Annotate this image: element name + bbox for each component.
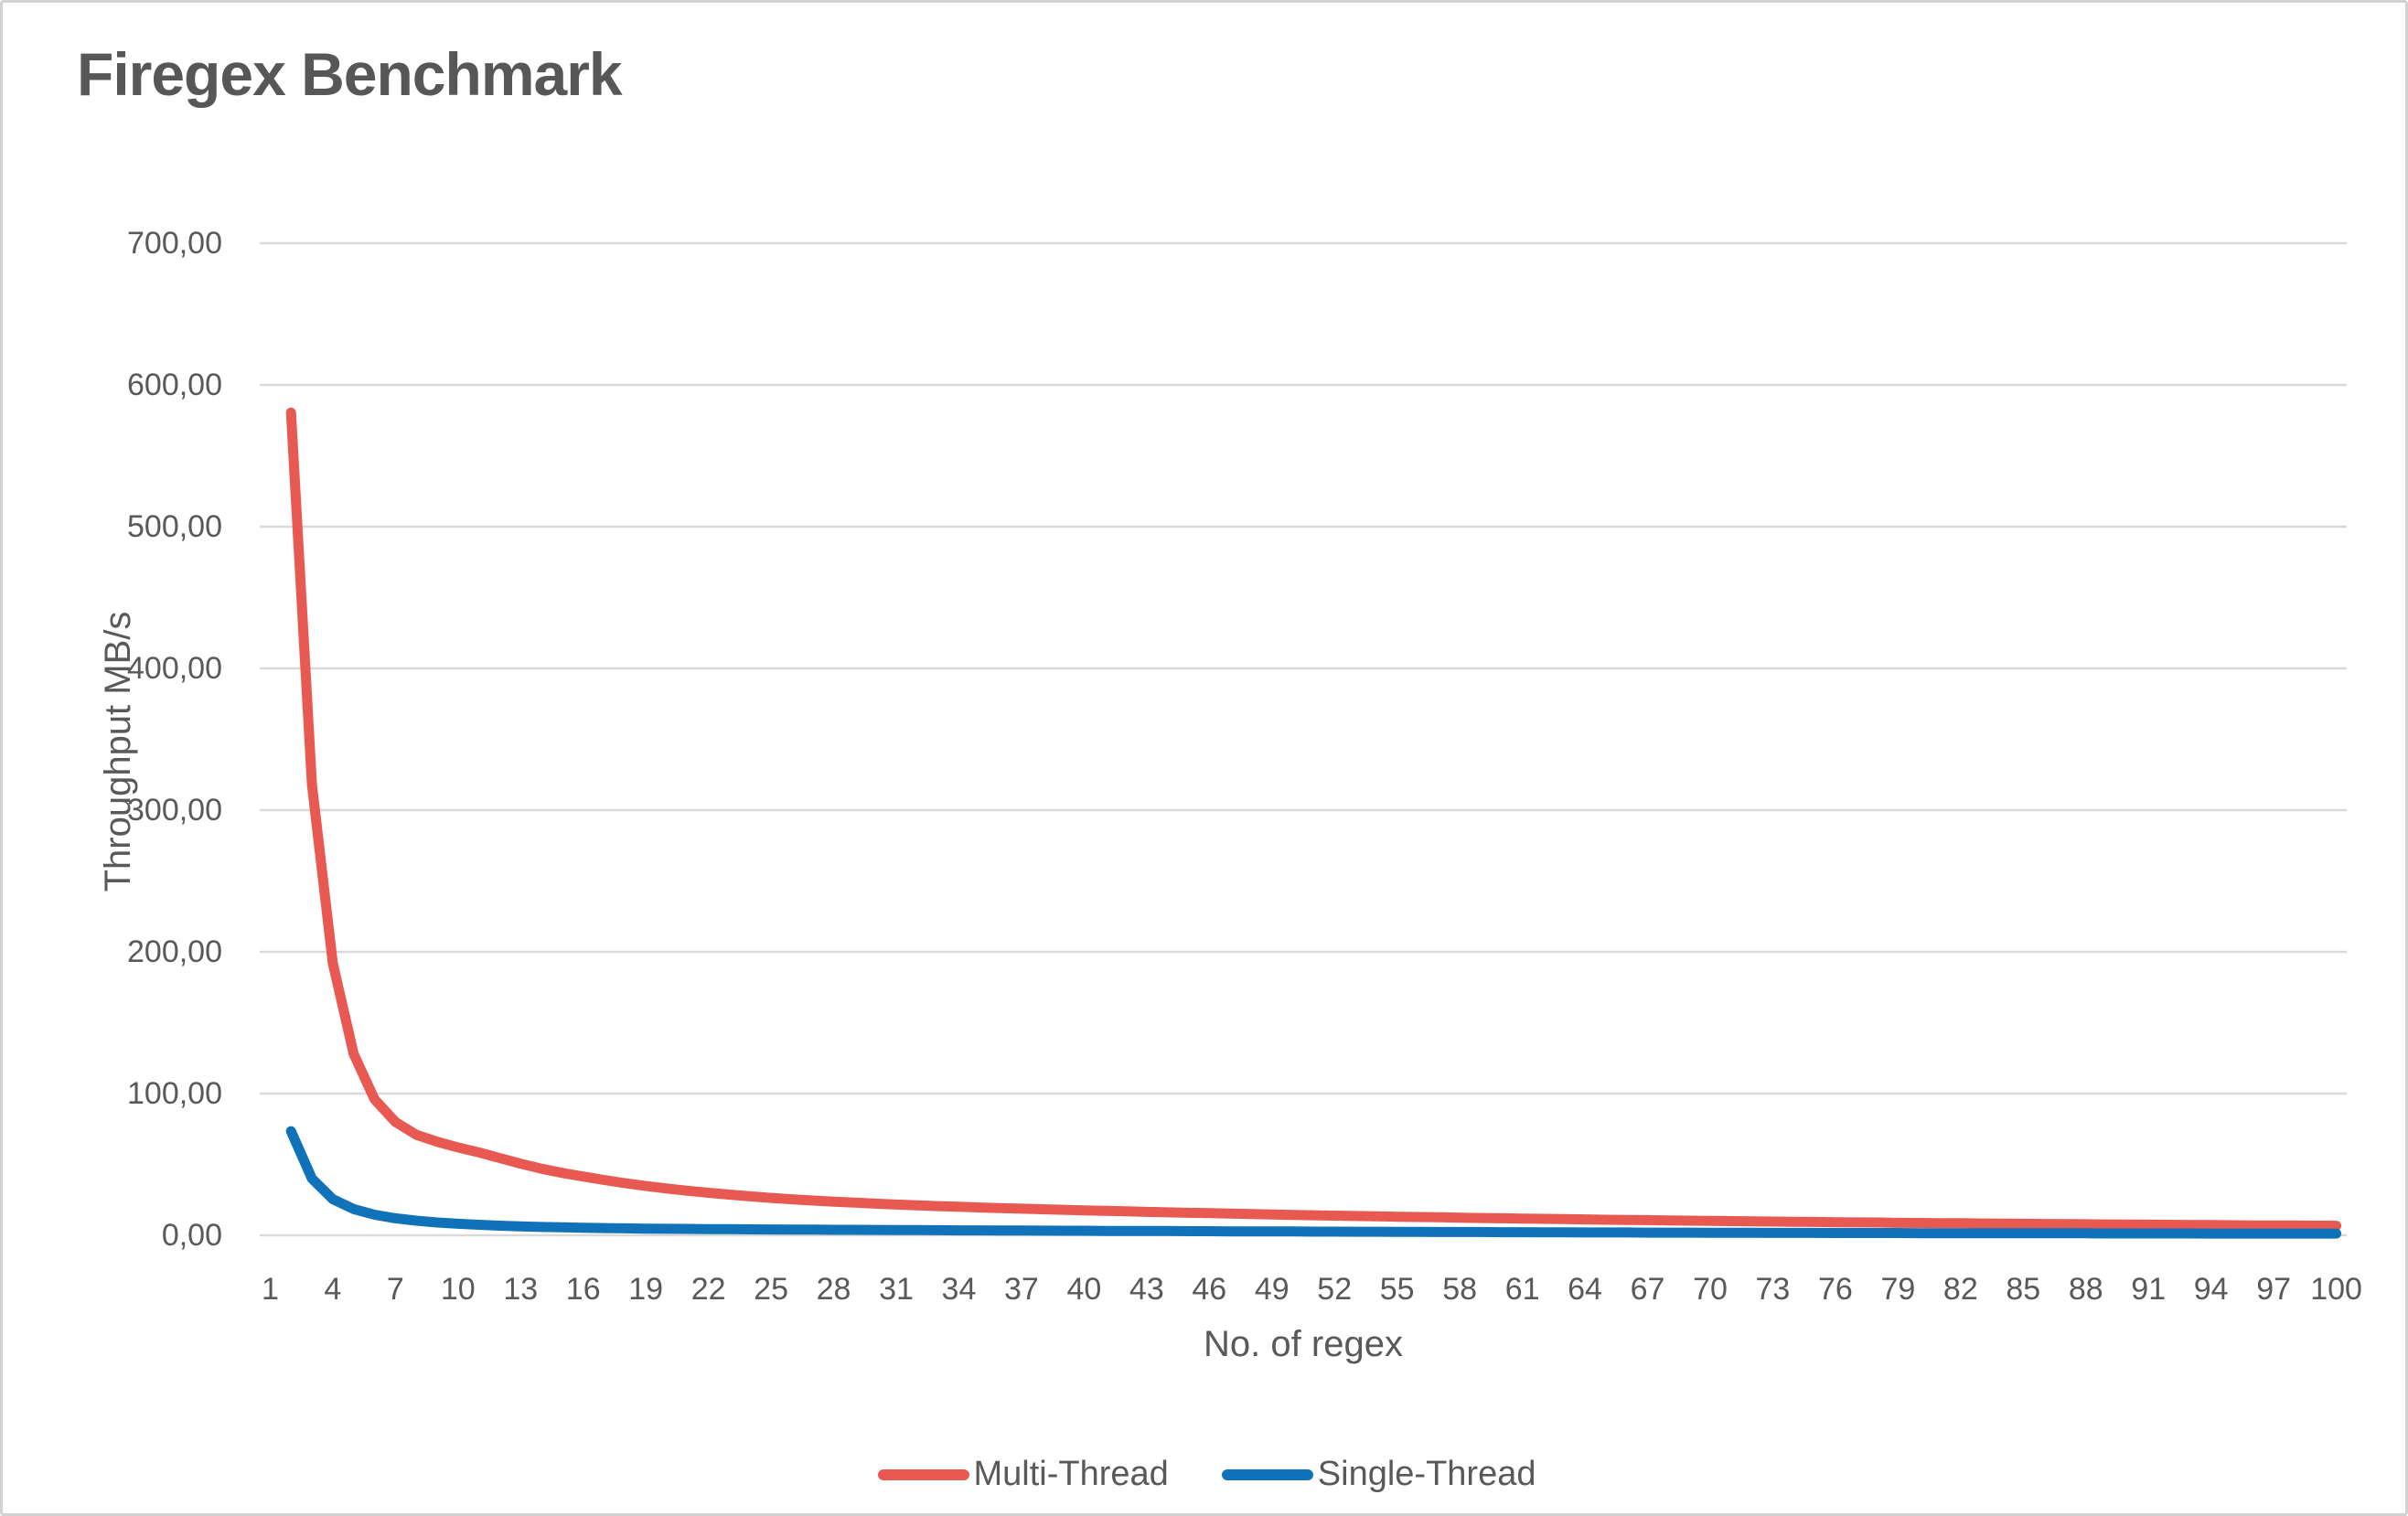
legend-item-single-thread: Single-Thread: [1221, 1455, 1536, 1494]
x-tick-label: 46: [1192, 1272, 1227, 1307]
y-tick-label: 200,00: [127, 934, 222, 969]
x-tick-label: 94: [2193, 1272, 2229, 1307]
x-tick-label: 55: [1379, 1272, 1415, 1307]
x-tick-label: 76: [1817, 1272, 1853, 1307]
legend-label-multi-thread: Multi-Thread: [973, 1455, 1169, 1493]
x-tick-label: 22: [690, 1272, 726, 1307]
x-tick-label: 34: [941, 1272, 977, 1307]
chart-canvas: [260, 241, 2347, 1239]
x-tick-label: 4: [324, 1272, 342, 1307]
x-tick-label: 49: [1254, 1272, 1290, 1307]
x-tick-label: 19: [628, 1272, 664, 1307]
x-tick-label: 31: [879, 1272, 914, 1307]
y-tick-label: 100,00: [127, 1076, 222, 1111]
x-tick-label: 97: [2256, 1272, 2292, 1307]
x-tick-label: 7: [386, 1272, 404, 1307]
multi-thread-legend-marker-icon: [877, 1468, 969, 1480]
y-tick-label: 700,00: [127, 226, 222, 261]
legend-item-multi-thread: Multi-Thread: [877, 1455, 1169, 1494]
legend-label-single-thread: Single-Thread: [1317, 1455, 1536, 1493]
x-tick-label: 79: [1880, 1272, 1916, 1307]
x-tick-label: 1: [261, 1272, 279, 1307]
x-tick-label: 13: [503, 1272, 539, 1307]
x-tick-label: 88: [2068, 1272, 2103, 1307]
y-tick-label: 500,00: [127, 509, 222, 544]
y-tick-label: 600,00: [127, 368, 222, 402]
x-tick-label: 85: [2006, 1272, 2041, 1307]
x-tick-label: 37: [1004, 1272, 1039, 1307]
x-tick-label: 58: [1442, 1272, 1478, 1307]
y-axis-title: Throughput MB/s: [98, 611, 138, 892]
x-tick-label: 82: [1942, 1272, 1978, 1307]
x-tick-label: 67: [1630, 1272, 1665, 1307]
x-tick-label: 43: [1129, 1272, 1164, 1307]
x-tick-label: 70: [1693, 1272, 1728, 1307]
x-axis-title: No. of regex: [1204, 1324, 1403, 1364]
y-tick-label: 400,00: [127, 651, 222, 686]
x-tick-label: 64: [1568, 1272, 1602, 1307]
x-tick-label: 25: [754, 1272, 788, 1307]
y-tick-label: 0,00: [161, 1218, 222, 1253]
x-tick-label: 73: [1755, 1272, 1791, 1307]
x-tick-label: 91: [2131, 1272, 2167, 1307]
x-tick-label: 100: [2310, 1272, 2362, 1307]
single-thread-line: [285, 1126, 2342, 1239]
single-thread-legend-marker-icon: [1221, 1468, 1313, 1480]
legend: Multi-Thread Single-Thread: [3, 1455, 2405, 1494]
chart-title: Firegex Benchmark: [77, 40, 623, 108]
x-tick-label: 10: [440, 1272, 476, 1307]
x-tick-label: 61: [1504, 1272, 1540, 1307]
multi-thread-line: [285, 407, 2342, 1232]
y-tick-label: 300,00: [127, 793, 222, 827]
x-tick-label: 52: [1317, 1272, 1353, 1307]
x-tick-label: 16: [565, 1272, 601, 1307]
x-tick-label: 28: [816, 1272, 851, 1307]
x-tick-label: 40: [1066, 1272, 1102, 1307]
